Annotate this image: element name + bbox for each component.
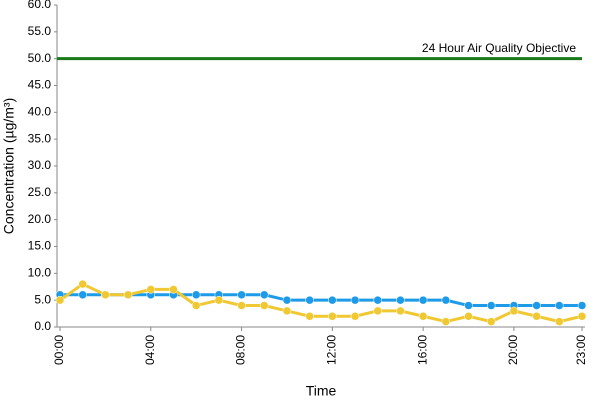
y-tick-label: 40.0 — [28, 105, 52, 119]
x-tick-label: 00:00 — [52, 335, 66, 365]
y-tick-label: 45.0 — [28, 78, 52, 92]
x-tick-label: 16:00 — [415, 335, 429, 365]
point — [373, 295, 382, 305]
point — [305, 312, 314, 321]
y-tick-label: 10.0 — [28, 266, 52, 280]
point — [146, 285, 156, 294]
point — [532, 301, 541, 310]
x-tick-label: 04:00 — [143, 335, 157, 365]
point — [78, 279, 87, 289]
x-axis-label: Time — [306, 383, 337, 399]
point — [191, 301, 201, 310]
x-tick-label: 23:00 — [574, 335, 588, 365]
point — [214, 295, 224, 305]
point — [328, 295, 337, 305]
point — [418, 295, 428, 305]
point — [169, 285, 178, 294]
point — [532, 312, 541, 321]
y-tick-label: 35.0 — [28, 131, 52, 145]
point — [350, 312, 360, 321]
point — [396, 306, 405, 316]
point — [509, 306, 519, 316]
series-line — [60, 293, 582, 308]
x-tick-label: 12:00 — [325, 335, 339, 365]
y-tick-label: 25.0 — [28, 185, 52, 199]
point — [396, 295, 405, 305]
reference-label: 24 Hour Air Quality Objective — [422, 41, 576, 55]
y-axis-label: Concentration (µg/m³) — [1, 98, 17, 234]
point — [464, 301, 473, 310]
point — [373, 306, 382, 316]
y-tick-label: 0.0 — [34, 319, 51, 333]
point — [577, 312, 587, 321]
point — [577, 301, 587, 310]
y-tick-label: 60.0 — [28, 0, 52, 11]
point — [464, 312, 473, 321]
point — [350, 295, 360, 305]
point — [486, 317, 496, 326]
point — [282, 306, 292, 316]
y-tick-label: 20.0 — [28, 212, 52, 226]
point — [123, 290, 133, 300]
point — [237, 301, 246, 310]
point — [282, 295, 292, 305]
y-tick-label: 15.0 — [28, 239, 52, 253]
point — [260, 301, 269, 310]
point — [328, 312, 337, 321]
x-tick-label: 20:00 — [506, 335, 520, 365]
y-tick-label: 30.0 — [28, 158, 52, 172]
point — [78, 290, 87, 300]
y-tick-label: 5.0 — [34, 292, 51, 306]
point — [101, 290, 110, 300]
point — [486, 301, 496, 310]
point — [441, 295, 451, 305]
y-tick-label: 50.0 — [28, 51, 52, 65]
point — [555, 317, 564, 326]
series-line — [59, 282, 583, 324]
point — [55, 295, 65, 305]
point — [555, 301, 564, 310]
point — [260, 290, 269, 300]
point — [191, 290, 201, 300]
point — [237, 290, 246, 300]
point — [305, 295, 314, 305]
y-tick-label: 55.0 — [28, 24, 52, 38]
x-tick-label: 08:00 — [234, 335, 248, 365]
point — [418, 312, 428, 321]
point — [441, 317, 451, 326]
